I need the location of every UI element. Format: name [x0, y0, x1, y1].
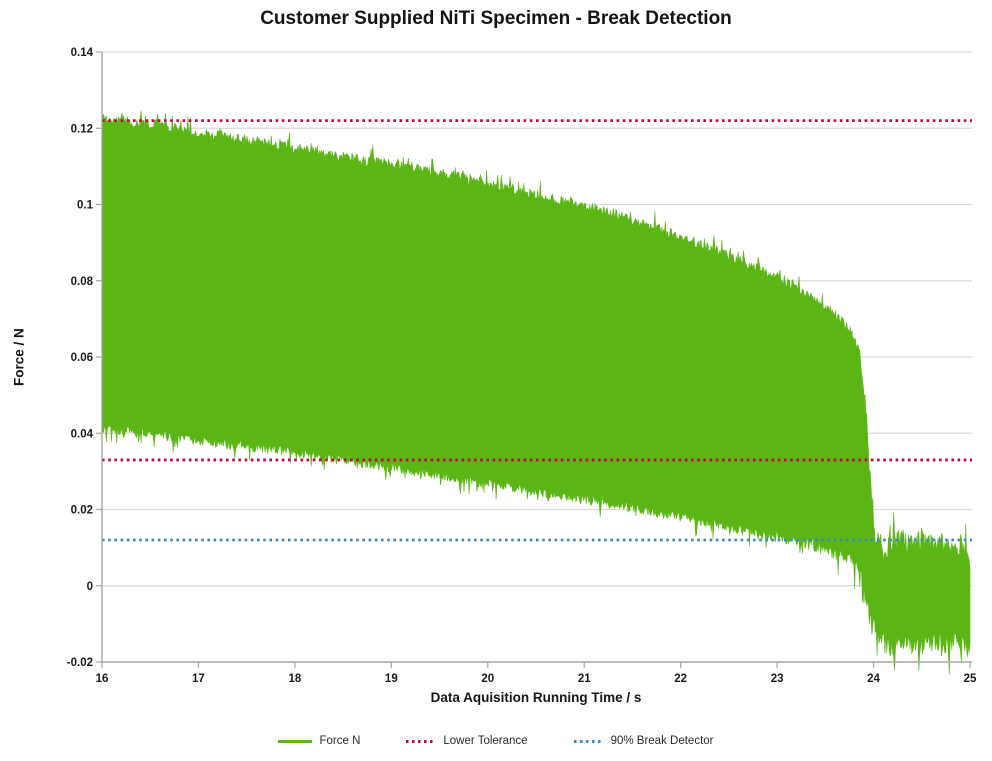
svg-text:0.08: 0.08	[71, 276, 94, 288]
svg-text:25: 25	[964, 673, 977, 685]
svg-text:0.12: 0.12	[71, 123, 93, 135]
legend-label-force: Force N	[319, 735, 361, 747]
legend-item-force: Force N	[278, 735, 360, 747]
x-axis-title: Data Aquisition Running Time / s	[430, 690, 642, 705]
break-detector-dotted-swatch-icon	[573, 739, 604, 743]
svg-text:16: 16	[96, 673, 109, 685]
legend-label-lower-tolerance: Lower Tolerance	[443, 735, 528, 747]
legend-item-lower-tolerance: Lower Tolerance	[406, 735, 528, 747]
svg-text:0.06: 0.06	[71, 352, 93, 364]
svg-text:22: 22	[674, 673, 687, 685]
chart-legend: Force N Lower Tolerance 90% Break Detect…	[0, 735, 992, 747]
svg-text:17: 17	[192, 673, 205, 685]
svg-text:0.04: 0.04	[71, 428, 94, 440]
svg-text:24: 24	[867, 673, 880, 685]
svg-text:23: 23	[771, 673, 784, 685]
force-signal-area	[101, 110, 971, 675]
legend-label-break-detector: 90% Break Detector	[610, 735, 714, 747]
chart-title: Customer Supplied NiTi Specimen - Break …	[260, 8, 732, 29]
svg-text:18: 18	[288, 673, 301, 685]
svg-text:-0.02: -0.02	[67, 657, 93, 669]
tolerance-dotted-swatch-icon	[406, 739, 437, 743]
svg-text:0.02: 0.02	[71, 505, 93, 517]
force-line-swatch-icon	[278, 739, 313, 743]
svg-text:0.14: 0.14	[71, 47, 94, 59]
svg-text:0.1: 0.1	[77, 200, 94, 212]
legend-item-break-detector: 90% Break Detector	[573, 735, 714, 747]
svg-text:20: 20	[481, 673, 494, 685]
svg-text:21: 21	[578, 673, 591, 685]
svg-text:0: 0	[87, 581, 93, 593]
svg-text:19: 19	[385, 673, 398, 685]
